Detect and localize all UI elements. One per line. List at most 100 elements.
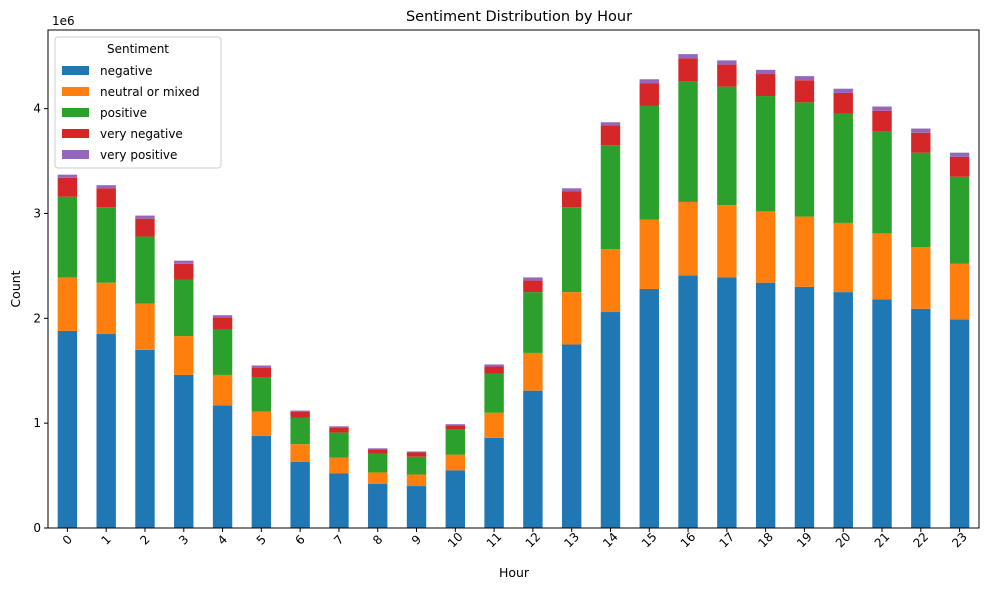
x-tick-label: 17 [717, 530, 738, 551]
x-tick-label: 12 [523, 530, 544, 551]
bar-negative-hour-0 [57, 330, 78, 528]
bar-very-negative-hour-5 [251, 367, 272, 378]
bar-positive-hour-11 [484, 373, 504, 413]
bar-positive-hour-17 [717, 86, 737, 206]
bar-positive-hour-13 [561, 207, 582, 293]
y-tick-label: 0 [33, 521, 41, 535]
bar-neutral-or-mixed-hour-13 [561, 292, 582, 345]
bar-very-positive-hour-5 [251, 365, 272, 368]
x-tick-label: 5 [254, 532, 269, 547]
legend-swatch [62, 66, 89, 75]
bar-positive-hour-12 [523, 292, 543, 353]
x-tick-label: 22 [910, 530, 931, 551]
bar-very-negative-hour-6 [290, 411, 310, 418]
bar-very-negative-hour-20 [833, 92, 853, 114]
bar-neutral-or-mixed-hour-6 [290, 444, 310, 462]
bar-very-positive-hour-1 [96, 185, 116, 189]
x-tick-label: 21 [872, 530, 893, 551]
bar-negative-hour-23 [949, 319, 970, 528]
bar-very-negative-hour-14 [600, 125, 621, 146]
bar-negative-hour-13 [561, 344, 582, 528]
bar-very-negative-hour-1 [96, 188, 116, 208]
bar-very-negative-hour-4 [212, 317, 233, 330]
chart-title: Sentiment Distribution by Hour [406, 9, 632, 25]
bar-neutral-or-mixed-hour-10 [445, 454, 466, 471]
bar-very-negative-hour-21 [872, 110, 892, 132]
legend-title: Sentiment [107, 42, 169, 56]
bar-positive-hour-14 [600, 145, 621, 250]
bar-very-negative-hour-2 [135, 218, 155, 237]
bar-neutral-or-mixed-hour-17 [717, 205, 737, 278]
bar-negative-hour-9 [406, 486, 427, 528]
bar-very-positive-hour-13 [561, 188, 582, 192]
y-tick-label: 2 [33, 311, 41, 325]
x-tick-label: 13 [561, 530, 582, 551]
bar-neutral-or-mixed-hour-8 [368, 472, 388, 484]
legend-box [54, 36, 222, 169]
x-tick-label: 0 [60, 532, 75, 547]
bar-very-negative-hour-10 [445, 425, 466, 430]
bar-very-positive-hour-9 [406, 451, 427, 453]
bar-neutral-or-mixed-hour-18 [755, 211, 776, 283]
bar-neutral-or-mixed-hour-1 [96, 282, 116, 335]
bar-neutral-or-mixed-hour-4 [212, 374, 233, 406]
bar-negative-hour-7 [329, 473, 349, 528]
bar-very-positive-hour-2 [135, 215, 155, 219]
bar-very-negative-hour-19 [794, 80, 815, 103]
bar-neutral-or-mixed-hour-14 [600, 249, 621, 313]
bar-positive-hour-10 [445, 429, 466, 455]
bar-very-positive-hour-21 [872, 106, 892, 111]
bar-very-positive-hour-17 [717, 60, 737, 65]
bar-positive-hour-9 [406, 456, 427, 475]
x-axis-label: Hour [499, 565, 530, 580]
x-tick-label: 8 [370, 532, 385, 547]
bar-very-positive-hour-16 [678, 54, 698, 59]
bar-very-positive-hour-10 [445, 424, 466, 426]
bar-neutral-or-mixed-hour-20 [833, 222, 853, 293]
bar-positive-hour-15 [639, 105, 659, 220]
bar-very-negative-hour-9 [406, 452, 427, 457]
y-tick-label: 1 [33, 416, 41, 430]
bar-neutral-or-mixed-hour-19 [794, 216, 815, 287]
bar-neutral-or-mixed-hour-2 [135, 303, 155, 350]
y-multiplier-label: 1e6 [52, 14, 75, 28]
x-tick-label: 20 [833, 530, 854, 551]
bar-very-positive-hour-8 [368, 448, 388, 450]
bar-very-negative-hour-16 [678, 58, 698, 82]
bar-negative-hour-19 [794, 286, 815, 528]
x-tick-label: 23 [949, 530, 970, 551]
bar-very-positive-hour-3 [174, 260, 194, 264]
y-ticks-group: 0 1 2 3 4 [33, 102, 48, 535]
legend-label: very negative [100, 127, 183, 141]
bar-positive-hour-1 [96, 207, 116, 283]
bar-negative-hour-15 [639, 288, 659, 528]
bar-negative-hour-8 [368, 483, 388, 528]
bar-negative-hour-17 [717, 277, 737, 528]
bar-very-positive-hour-12 [523, 277, 543, 281]
bar-very-negative-hour-22 [911, 132, 931, 153]
x-tick-label: 16 [678, 530, 699, 551]
legend-label: negative [100, 64, 152, 78]
bar-very-positive-hour-22 [911, 128, 931, 133]
bar-very-negative-hour-17 [717, 64, 737, 87]
bar-neutral-or-mixed-hour-7 [329, 457, 349, 474]
y-tick-label: 4 [33, 102, 41, 116]
bar-negative-hour-4 [212, 405, 233, 528]
bar-very-positive-hour-19 [794, 76, 815, 81]
bar-very-positive-hour-23 [949, 152, 970, 157]
bar-very-positive-hour-7 [329, 426, 349, 428]
bar-positive-hour-2 [135, 236, 155, 304]
x-tick-label: 10 [445, 530, 466, 551]
bar-positive-hour-8 [368, 453, 388, 473]
bar-very-positive-hour-6 [290, 410, 310, 412]
legend-label: positive [100, 106, 147, 120]
bar-very-negative-hour-12 [523, 280, 543, 293]
bar-negative-hour-11 [484, 437, 504, 528]
bar-positive-hour-19 [794, 102, 815, 217]
bar-very-positive-hour-14 [600, 122, 621, 126]
bar-positive-hour-22 [911, 152, 931, 248]
bar-negative-hour-20 [833, 292, 853, 528]
x-ticks-group: 0 1 2 3 4 5 6 7 8 9 10 11 12 13 14 15 16 17 18 19 20 21 22 23 [60, 528, 970, 550]
bar-neutral-or-mixed-hour-15 [639, 219, 659, 289]
